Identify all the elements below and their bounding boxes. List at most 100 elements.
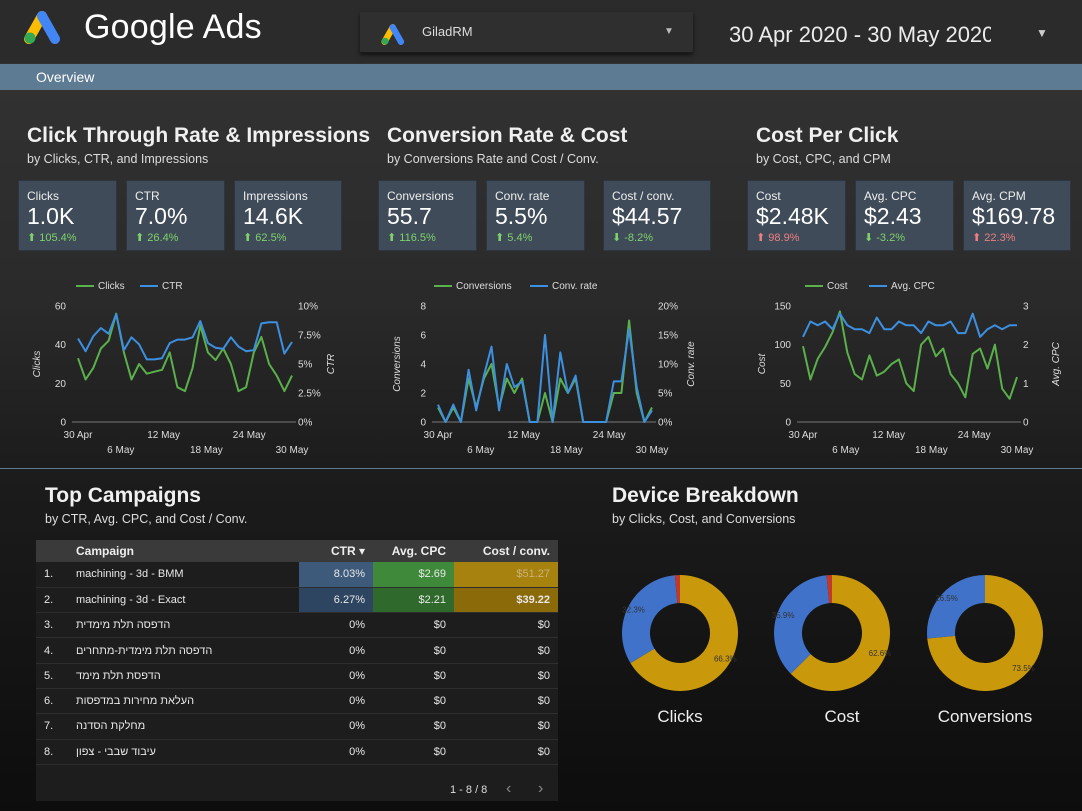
legend-label: Cost bbox=[827, 281, 848, 292]
y-tick-label: 4 bbox=[420, 360, 426, 371]
header-ctr[interactable]: CTR ▾ bbox=[299, 540, 373, 562]
kpi-delta: ⬆ 62.5% bbox=[243, 232, 287, 244]
donut-chart-conversions: 73.5% 26.5% bbox=[927, 575, 1043, 691]
donut-slice bbox=[790, 575, 890, 691]
x-tick-label: 30 Apr bbox=[64, 430, 94, 441]
campaigns-table: Campaign CTR ▾ Avg. CPC Cost / conv. 1. … bbox=[36, 540, 558, 801]
y-tick-label: 150 bbox=[774, 302, 791, 313]
table-row[interactable]: 3. הדפסה תלת מימדית 0% $0 $0 bbox=[36, 612, 558, 639]
chevron-right-icon[interactable]: › bbox=[538, 780, 544, 797]
kpi-label: Conversions bbox=[387, 189, 454, 203]
x-tick-label: 18 May bbox=[190, 445, 223, 456]
donut-slice bbox=[622, 575, 678, 664]
y-tick-label: 0 bbox=[60, 418, 66, 429]
x-tick-label: 6 May bbox=[467, 445, 494, 456]
y-tick-label: 6 bbox=[420, 331, 426, 342]
kpi-card-conversions: Conversions 55.7 ⬆ 116.5% bbox=[378, 180, 477, 251]
kpi-delta: ⬆ 116.5% bbox=[387, 232, 436, 244]
donut-slice bbox=[927, 575, 985, 639]
table-row[interactable]: 7. מחלקת הסדנה 0% $0 $0 bbox=[36, 713, 558, 740]
x-tick-label: 12 May bbox=[147, 430, 180, 441]
y2-tick-label: 10% bbox=[658, 360, 678, 371]
line-chart-cost-cpc: Cost Avg. CPC 150 100 50 0 3 2 1 0 Cost Avg. CPC 30 … bbox=[757, 281, 1062, 456]
kpi-value: 7.0% bbox=[135, 203, 188, 229]
y2-tick-label: 1 bbox=[1023, 379, 1029, 390]
cost-per-conv-cell: $0 bbox=[454, 713, 558, 740]
donut-slice-label: 73.5% bbox=[1012, 664, 1035, 673]
campaign-name: עיבוד שבבי - צפון bbox=[72, 739, 299, 765]
line-chart-clicks-ctr: Clicks CTR 60 40 20 0 10% 7.5% 5% 2.5% 0% Clicks CTR… bbox=[32, 281, 337, 456]
x-tick-label: 30 May bbox=[636, 445, 669, 456]
header-cost-per-conv[interactable]: Cost / conv. bbox=[454, 540, 558, 562]
kpi-card-clicks: Clicks 1.0K ⬆ 105.4% bbox=[18, 180, 117, 251]
ctr-cell: 0% bbox=[299, 713, 373, 740]
kpi-card-avg-cpc: Avg. CPC $2.43 ⬇ -3.2% bbox=[855, 180, 954, 251]
legend-label: Conv. rate bbox=[552, 281, 598, 292]
kpi-delta: ⬇ -8.2% bbox=[612, 232, 654, 244]
avg-cpc-cell: $0 bbox=[373, 713, 454, 740]
kpi-value: $2.48K bbox=[756, 203, 829, 229]
section-title-ctr: Click Through Rate & Impressions bbox=[27, 124, 371, 147]
y2-tick-label: 2.5% bbox=[298, 389, 321, 400]
section-title-devices: Device Breakdown bbox=[612, 484, 799, 507]
line-chart-conversions: Conversions Conv. rate 8 6 4 2 0 20% 15% 10% 5% 0% C… bbox=[392, 281, 697, 456]
header-campaign[interactable]: Campaign bbox=[72, 540, 299, 562]
x-tick-label: 30 May bbox=[276, 445, 309, 456]
cost-per-conv-cell: $0 bbox=[454, 688, 558, 715]
y2-tick-label: 3 bbox=[1023, 302, 1029, 313]
y2-tick-label: 7.5% bbox=[298, 331, 321, 342]
caret-down-icon[interactable]: ▼ bbox=[1036, 26, 1048, 40]
header-avg-cpc[interactable]: Avg. CPC bbox=[373, 540, 454, 562]
kpi-value: 1.0K bbox=[27, 203, 75, 229]
ctr-cell: 0% bbox=[299, 637, 373, 664]
kpi-card-conv-rate: Conv. rate 5.5% ⬆ 5.4% bbox=[486, 180, 585, 251]
donut-slice-label: 26.5% bbox=[935, 594, 958, 603]
kpi-card-avg-cpm: Avg. CPM $169.78 ⬆ 22.3% bbox=[963, 180, 1071, 251]
y-tick-label: 8 bbox=[420, 302, 426, 313]
y2-tick-label: 0% bbox=[658, 418, 673, 429]
table-row[interactable]: 8. עיבוד שבבי - צפון 0% $0 $0 bbox=[36, 739, 558, 765]
y2-tick-label: 10% bbox=[298, 302, 318, 313]
table-row[interactable]: 6. העלאת מחירות במדפסות 0% $0 $0 bbox=[36, 688, 558, 715]
kpi-card-ctr: CTR 7.0% ⬆ 26.4% bbox=[126, 180, 225, 251]
tab-overview[interactable]: Overview bbox=[36, 69, 95, 85]
series-line-conv-rate bbox=[437, 328, 653, 423]
table-row[interactable]: 1. machining - 3d - BMM 8.03% $2.69 $51.… bbox=[36, 562, 558, 588]
brand-title: Google Ads bbox=[84, 8, 262, 46]
campaign-name: machining - 3d - Exact bbox=[72, 587, 299, 614]
account-selector[interactable]: GiladRM ▼ bbox=[360, 12, 693, 53]
y-axis-label: Clicks bbox=[32, 351, 43, 378]
series-line-ctr bbox=[77, 313, 293, 361]
ctr-cell: 8.03% bbox=[299, 562, 373, 588]
campaign-name: הדפסת תלת מימד bbox=[72, 663, 299, 689]
kpi-value: 5.5% bbox=[495, 203, 548, 229]
y2-tick-label: 5% bbox=[298, 360, 313, 371]
donut-title-cost: Cost bbox=[824, 707, 860, 726]
kpi-label: Avg. CPC bbox=[864, 189, 917, 203]
table-row[interactable]: 2. machining - 3d - Exact 6.27% $2.21 $3… bbox=[36, 587, 558, 614]
kpi-value: $44.57 bbox=[612, 203, 683, 229]
y2-tick-label: 15% bbox=[658, 331, 678, 342]
y2-axis-label: Avg. CPC bbox=[1051, 341, 1062, 386]
kpi-value: $2.43 bbox=[864, 203, 922, 229]
kpi-label: Impressions bbox=[243, 189, 308, 203]
section-title-cpc: Cost Per Click bbox=[756, 124, 899, 147]
kpi-value: $169.78 bbox=[972, 203, 1056, 229]
section-subtitle-ctr: by Clicks, CTR, and Impressions bbox=[27, 152, 209, 166]
campaign-name: מחלקת הסדנה bbox=[72, 713, 299, 740]
donut-title-clicks: Clicks bbox=[657, 707, 703, 726]
donut-chart-clicks: 66.3% 32.3% bbox=[622, 575, 738, 691]
y-tick-label: 40 bbox=[55, 340, 67, 351]
donut-slice-label: 62.6% bbox=[869, 649, 892, 658]
campaign-name: העלאת מחירות במדפסות bbox=[72, 688, 299, 715]
pagination-label: 1 - 8 / 8 bbox=[450, 784, 488, 796]
table-row[interactable]: 5. הדפסת תלת מימד 0% $0 $0 bbox=[36, 663, 558, 689]
row-number: 6. bbox=[36, 688, 72, 715]
chevron-left-icon[interactable]: ‹ bbox=[506, 780, 512, 797]
table-row[interactable]: 4. הדפסה תלת מימדית-מתחרים 0% $0 $0 bbox=[36, 637, 558, 664]
kpi-card-cost-per-conv: Cost / conv. $44.57 ⬇ -8.2% bbox=[603, 180, 711, 251]
ctr-cell: 0% bbox=[299, 688, 373, 715]
x-tick-label: 18 May bbox=[915, 445, 948, 456]
section-subtitle-devices: by Clicks, Cost, and Conversions bbox=[612, 512, 796, 526]
date-range-selector[interactable]: 30 Apr 2020 - 30 May 2020 bbox=[729, 22, 991, 47]
